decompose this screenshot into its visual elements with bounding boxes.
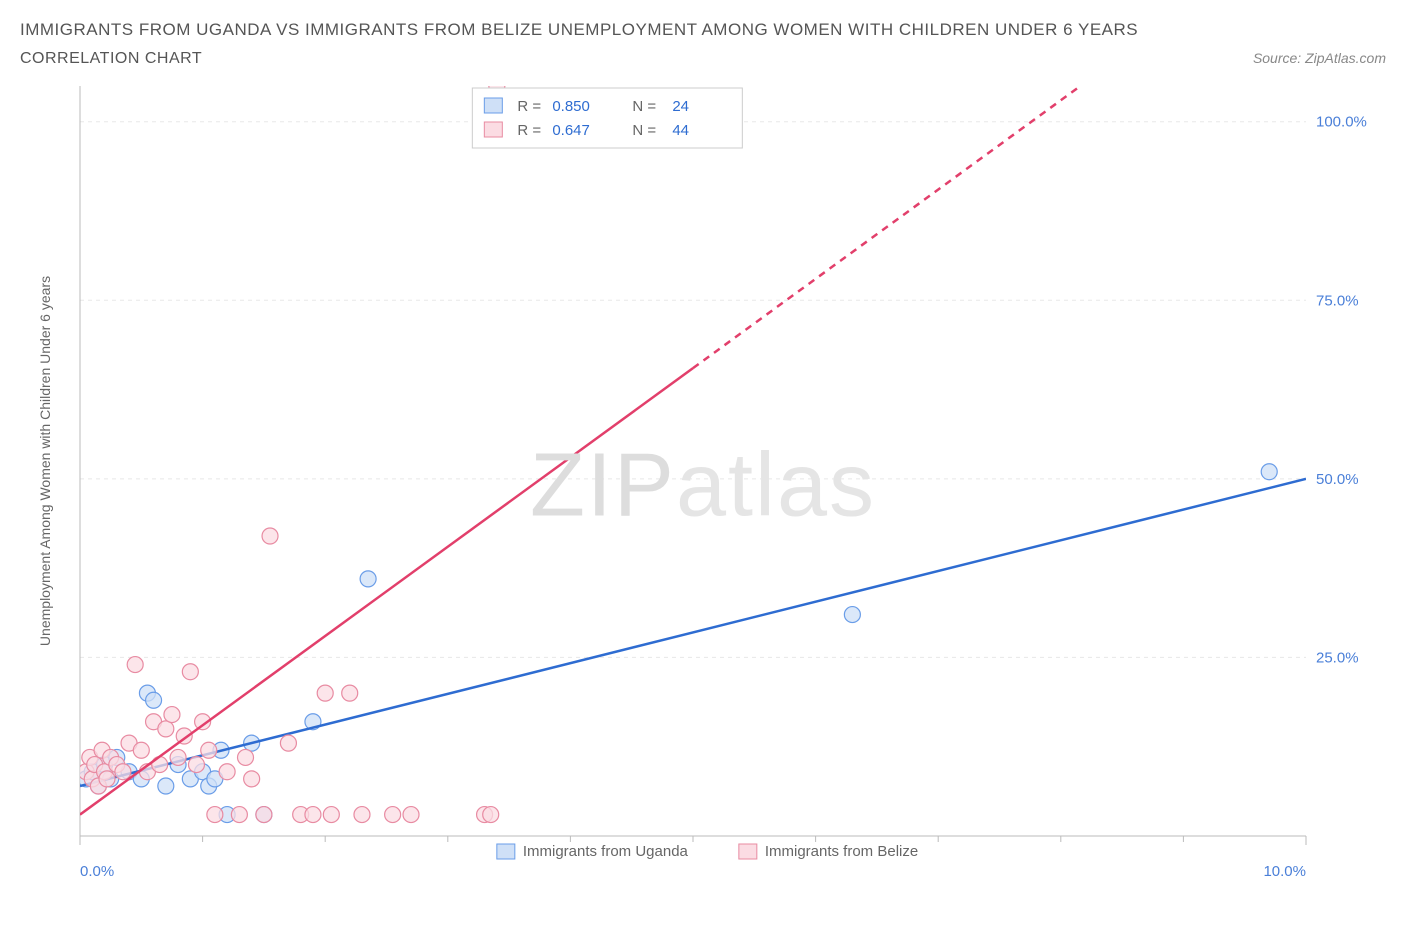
scatter-chart: 0.0% 10.0% 25.0% 50.0% 75.0% 100.0% Unemployme…	[20, 76, 1386, 896]
data-point	[1261, 464, 1277, 480]
y-axis-label: Unemployment Among Women with Children U…	[37, 276, 53, 646]
legend-label: Immigrants from Belize	[765, 843, 918, 860]
data-point	[207, 807, 223, 823]
stats-box	[472, 88, 742, 148]
chart-main-title: IMMIGRANTS FROM UGANDA VS IMMIGRANTS FRO…	[20, 20, 1386, 40]
stats-n-label: N =	[632, 122, 656, 139]
stats-r-label: R =	[517, 122, 541, 139]
data-point	[133, 742, 149, 758]
stats-n-value: 44	[672, 122, 689, 139]
data-point	[323, 807, 339, 823]
stats-r-label: R =	[517, 98, 541, 115]
data-point	[483, 807, 499, 823]
data-point	[342, 685, 358, 701]
data-point	[99, 771, 115, 787]
data-point	[170, 749, 186, 765]
chart-container: ZIPatlas 0.0%10.0%25.0%50.0%75.0%100.0%U…	[20, 76, 1386, 896]
data-point	[182, 664, 198, 680]
data-point	[115, 764, 131, 780]
data-point	[188, 757, 204, 773]
data-point	[158, 778, 174, 794]
data-point	[354, 807, 370, 823]
source-label: Source:	[1253, 50, 1305, 66]
legend-swatch	[497, 844, 515, 859]
data-point	[385, 807, 401, 823]
data-point	[219, 764, 235, 780]
stats-swatch	[484, 98, 502, 113]
title-block: IMMIGRANTS FROM UGANDA VS IMMIGRANTS FRO…	[20, 20, 1386, 68]
regression-line-dashed	[693, 76, 1306, 368]
stats-n-label: N =	[632, 98, 656, 115]
data-point	[164, 707, 180, 723]
stats-r-value: 0.850	[552, 98, 590, 115]
y-tick-label: 100.0%	[1316, 114, 1367, 131]
data-point	[262, 528, 278, 544]
chart-subtitle: CORRELATION CHART	[20, 50, 202, 68]
y-tick-label: 75.0%	[1316, 292, 1359, 309]
data-point	[360, 571, 376, 587]
stats-r-value: 0.647	[552, 122, 590, 139]
source-name: ZipAtlas.com	[1305, 50, 1386, 66]
data-point	[280, 735, 296, 751]
data-point	[231, 807, 247, 823]
data-point	[238, 749, 254, 765]
source-credit: Source: ZipAtlas.com	[1253, 50, 1386, 66]
data-point	[146, 692, 162, 708]
x-tick-label: 10.0%	[1263, 863, 1306, 880]
regression-line-solid	[80, 368, 693, 814]
y-tick-label: 50.0%	[1316, 471, 1359, 488]
y-tick-label: 25.0%	[1316, 649, 1359, 666]
data-point	[317, 685, 333, 701]
data-point	[244, 771, 260, 787]
data-point	[403, 807, 419, 823]
stats-swatch	[484, 122, 502, 137]
data-point	[127, 657, 143, 673]
data-point	[305, 807, 321, 823]
data-point	[158, 721, 174, 737]
data-point	[256, 807, 272, 823]
regression-line-solid	[80, 479, 1306, 786]
stats-n-value: 24	[672, 98, 689, 115]
legend-swatch	[739, 844, 757, 859]
data-point	[201, 742, 217, 758]
x-tick-label: 0.0%	[80, 863, 114, 880]
legend-label: Immigrants from Uganda	[523, 843, 689, 860]
data-point	[844, 607, 860, 623]
data-point	[152, 757, 168, 773]
